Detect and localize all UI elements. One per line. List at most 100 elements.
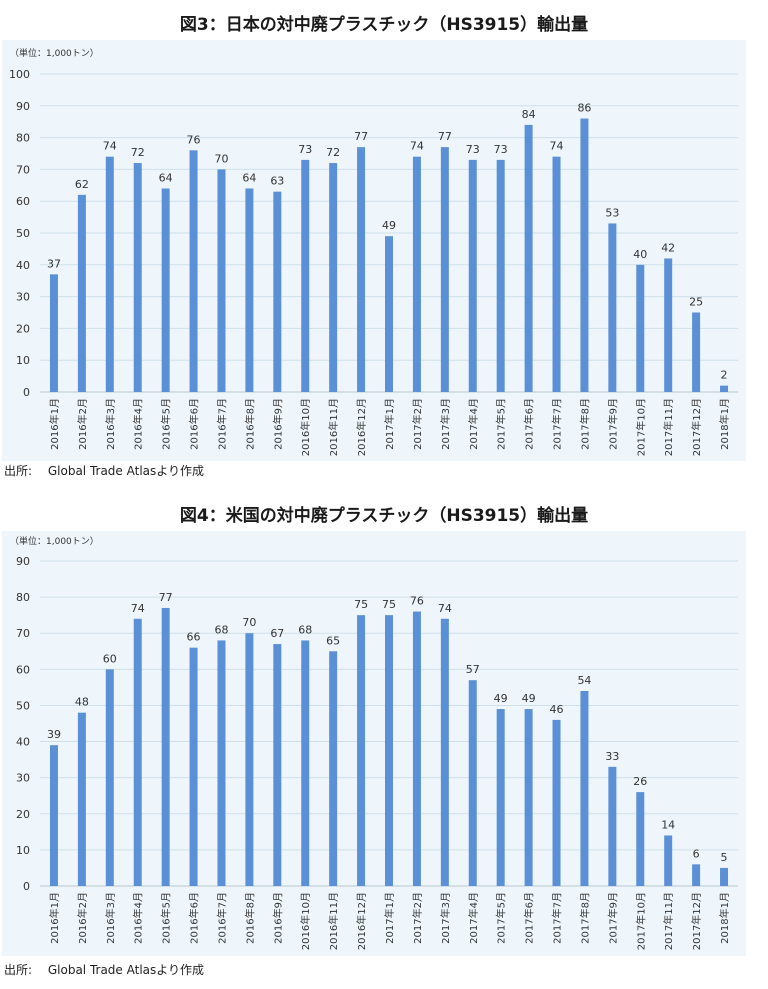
y-tick-label: 70 xyxy=(16,627,30,640)
y-tick-label: 10 xyxy=(16,354,30,367)
bar xyxy=(105,669,114,886)
x-tick-label: 2017年7月 xyxy=(551,892,564,944)
bar xyxy=(217,640,226,886)
bar xyxy=(245,633,254,886)
x-tick-label: 2017年11月 xyxy=(662,398,675,456)
x-tick-label: 2017年7月 xyxy=(551,398,564,450)
data-label: 84 xyxy=(522,108,536,121)
bar xyxy=(301,159,310,392)
data-label: 73 xyxy=(466,143,480,156)
data-label: 6 xyxy=(693,847,700,860)
bar xyxy=(524,709,533,886)
data-label: 74 xyxy=(131,602,145,615)
y-tick-label: 70 xyxy=(16,163,30,176)
y-tick-label: 50 xyxy=(16,699,30,712)
x-tick-label: 2017年2月 xyxy=(411,892,424,944)
data-label: 77 xyxy=(438,130,452,143)
x-tick-label: 2017年1月 xyxy=(383,892,396,944)
data-label: 73 xyxy=(298,143,312,156)
bar xyxy=(468,159,477,392)
data-label: 64 xyxy=(159,171,173,184)
x-tick-label: 2016年7月 xyxy=(215,892,228,944)
y-tick-label: 60 xyxy=(16,663,30,676)
data-label: 70 xyxy=(242,616,256,629)
source-note: 出所: Global Trade Atlasより作成 xyxy=(4,963,205,977)
bar xyxy=(357,615,366,886)
x-tick-label: 2016年9月 xyxy=(271,398,284,450)
bar xyxy=(385,615,393,886)
bar xyxy=(524,124,533,392)
y-tick-label: 0 xyxy=(23,386,30,399)
bar xyxy=(580,118,589,393)
bar xyxy=(77,712,86,886)
data-label: 49 xyxy=(494,692,508,705)
bar xyxy=(552,156,561,392)
bar xyxy=(496,159,505,392)
bar xyxy=(329,651,338,886)
x-tick-label: 2016年11月 xyxy=(327,398,340,456)
x-tick-label: 2017年3月 xyxy=(439,398,452,450)
chart-panel: （単位：1,000トン） 0 10 20 30 40 50 60 70 80 90 100 37 2016… xyxy=(2,40,746,461)
bar xyxy=(77,194,86,392)
x-tick-label: 2017年2月 xyxy=(411,398,424,450)
x-tick-label: 2017年5月 xyxy=(495,398,508,450)
bar xyxy=(692,864,701,886)
bar xyxy=(440,147,449,392)
bar xyxy=(189,150,198,392)
bar-chart-us: （単位：1,000トン） 0 10 20 30 40 50 60 70 80 90 39 2016年1月… xyxy=(10,535,738,950)
data-label: 5 xyxy=(721,851,728,864)
x-tick-label: 2016年6月 xyxy=(188,398,201,450)
data-label: 2 xyxy=(721,369,728,382)
bar xyxy=(664,835,673,886)
y-tick-label: 100 xyxy=(9,68,30,81)
data-label: 33 xyxy=(605,750,619,763)
bar xyxy=(189,647,198,886)
data-label: 48 xyxy=(75,696,89,709)
data-label: 42 xyxy=(661,241,675,254)
x-tick-label: 2016年4月 xyxy=(132,398,145,450)
x-tick-label: 2018年1月 xyxy=(718,892,731,944)
x-tick-label: 2016年5月 xyxy=(160,398,173,450)
chart-title: 図4：米国の対中廃プラスチック（HS3915）輸出量 xyxy=(179,506,589,526)
bar xyxy=(49,274,58,392)
x-tick-label: 2016年12月 xyxy=(355,892,368,950)
y-tick-label: 40 xyxy=(16,259,30,272)
data-label: 72 xyxy=(326,146,340,159)
x-tick-label: 2016年5月 xyxy=(160,892,173,944)
data-label: 86 xyxy=(577,102,591,115)
y-tick-label: 80 xyxy=(16,132,30,145)
data-label: 53 xyxy=(605,206,619,219)
x-tick-label: 2017年12月 xyxy=(690,398,703,456)
x-tick-label: 2017年8月 xyxy=(578,398,591,450)
data-label: 68 xyxy=(298,623,312,636)
x-tick-label: 2017年5月 xyxy=(495,892,508,944)
data-label: 63 xyxy=(270,175,284,188)
bar xyxy=(412,156,421,392)
data-label: 75 xyxy=(382,598,396,611)
bar xyxy=(664,258,673,392)
y-tick-label: 50 xyxy=(16,227,30,240)
x-tick-label: 2017年8月 xyxy=(578,892,591,944)
x-tick-label: 2017年9月 xyxy=(606,892,619,944)
data-label: 14 xyxy=(661,818,675,831)
x-tick-label: 2016年1月 xyxy=(48,892,61,944)
data-label: 68 xyxy=(214,623,228,636)
bar xyxy=(385,236,393,392)
x-tick-label: 2016年11月 xyxy=(327,892,340,950)
data-label: 74 xyxy=(103,140,117,153)
data-label: 46 xyxy=(550,703,564,716)
bar xyxy=(301,640,310,886)
y-tick-label: 20 xyxy=(16,808,30,821)
bar xyxy=(580,691,589,886)
data-label: 39 xyxy=(47,728,61,741)
x-tick-label: 2016年12月 xyxy=(355,398,368,456)
x-tick-label: 2017年6月 xyxy=(523,892,536,944)
x-tick-label: 2016年1月 xyxy=(48,398,61,450)
y-tick-label: 80 xyxy=(16,591,30,604)
x-tick-label: 2017年12月 xyxy=(690,892,703,950)
y-tick-label: 90 xyxy=(16,100,30,113)
data-label: 49 xyxy=(382,219,396,232)
x-tick-label: 2017年4月 xyxy=(467,892,480,944)
x-tick-label: 2016年10月 xyxy=(299,892,312,950)
bar xyxy=(412,611,421,886)
